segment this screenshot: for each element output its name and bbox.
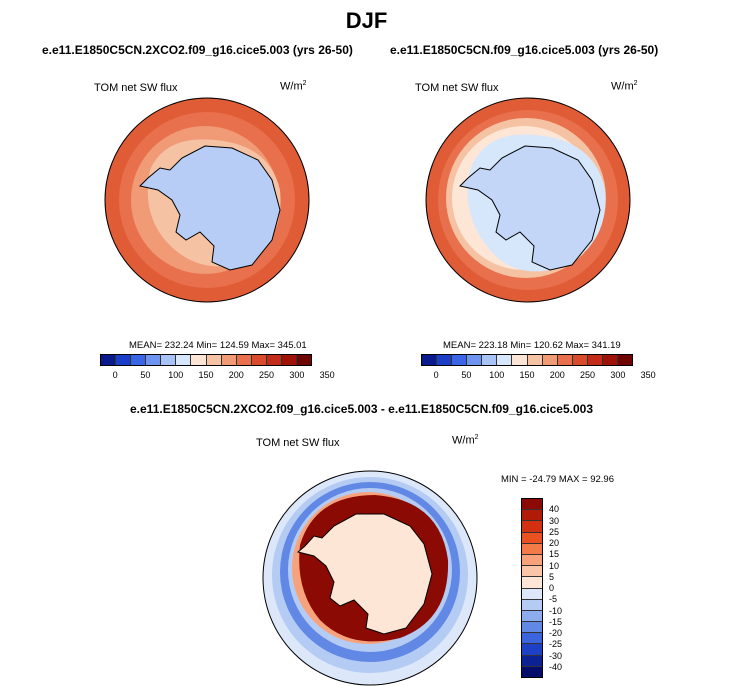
left-colorbar-box bbox=[161, 355, 177, 365]
right-colorbar-tick-label: 250 bbox=[580, 370, 596, 380]
right-colorbar-box bbox=[497, 355, 513, 365]
right-colorbar-box bbox=[557, 355, 573, 365]
diff-colorbar-tick-label: -10 bbox=[549, 605, 563, 616]
right-colorbar-box bbox=[452, 355, 468, 365]
right-colorbar-tick-label: 100 bbox=[489, 370, 505, 380]
right-colorbar-tick-label: 300 bbox=[610, 370, 626, 380]
left-colorbar-box bbox=[146, 355, 162, 365]
diff-colorbar-tick-label: -15 bbox=[549, 616, 563, 627]
right-stats: MEAN= 223.18 Min= 120.62 Max= 341.19 bbox=[443, 340, 621, 351]
diff-colorbar-box bbox=[522, 588, 542, 600]
right-colorbar-box bbox=[512, 355, 528, 365]
diff-colorbar-box bbox=[522, 599, 542, 611]
right-units-label: W/m2 bbox=[611, 80, 638, 93]
diff-colorbar-tick-label: 40 bbox=[549, 504, 560, 515]
diff-colorbar-box bbox=[522, 543, 542, 555]
diff-colorbar-tick-label: -20 bbox=[549, 628, 563, 638]
left-colorbar-tick-label: 250 bbox=[259, 370, 275, 380]
right-colorbar-box bbox=[618, 355, 633, 365]
diff-colorbar-box bbox=[522, 633, 542, 645]
diff-case-title: e.e11.E1850C5CN.2XCO2.f09_g16.cice5.003 … bbox=[130, 402, 593, 416]
diff-colorbar-box bbox=[522, 554, 542, 567]
right-colorbar-tick-label: 200 bbox=[549, 370, 565, 380]
left-antarctica bbox=[139, 145, 281, 271]
diff-colorbar bbox=[521, 498, 543, 678]
diff-colorbar-tick-label: 30 bbox=[549, 515, 560, 526]
diff-colorbar-tick-label: 0 bbox=[549, 583, 555, 593]
left-colorbar-box bbox=[251, 355, 267, 365]
left-colorbar-tick-label: 0 bbox=[112, 370, 118, 380]
left-colorbar-box bbox=[236, 355, 252, 365]
left-colorbar-ticks: 0 50 100 150 200 250 300 350 bbox=[100, 370, 335, 384]
diff-stats: MIN = -24.79 MAX = 92.96 bbox=[501, 474, 615, 485]
left-colorbar-tick-label: 50 bbox=[140, 370, 151, 380]
diff-colorbar-box bbox=[522, 521, 542, 533]
left-colorbar-tick-label: 350 bbox=[319, 370, 335, 380]
diff-variable-label: TOM net SW flux bbox=[256, 437, 340, 449]
left-stats: MEAN= 232.24 Min= 124.59 Max= 345.01 bbox=[129, 340, 307, 351]
right-antarctica bbox=[459, 145, 601, 271]
diff-colorbar-box bbox=[522, 566, 542, 578]
diff-colorbar-box bbox=[522, 655, 542, 667]
diff-colorbar-tick-label: 25 bbox=[549, 526, 560, 537]
diff-colorbar-tick-label: -5 bbox=[549, 594, 558, 605]
diff-colorbar-tick-label: 5 bbox=[549, 571, 555, 582]
diff-units-label: W/m2 bbox=[452, 434, 479, 447]
left-case-title: e.e11.E1850C5CN.2XCO2.f09_g16.cice5.003 … bbox=[42, 43, 353, 57]
left-colorbar-box bbox=[206, 355, 222, 365]
right-colorbar-box bbox=[542, 355, 558, 365]
right-colorbar-tick-label: 150 bbox=[519, 370, 535, 380]
diff-colorbar-tick-label: -25 bbox=[549, 639, 563, 650]
right-colorbar-box bbox=[587, 355, 603, 365]
left-colorbar-box bbox=[116, 355, 132, 365]
right-colorbar-box bbox=[467, 355, 483, 365]
right-colorbar-box bbox=[422, 355, 438, 365]
left-colorbar-box bbox=[266, 355, 282, 365]
right-colorbar bbox=[421, 354, 633, 366]
right-colorbar-box bbox=[527, 355, 543, 365]
left-colorbar-tick-label: 100 bbox=[168, 370, 184, 380]
right-variable-label: TOM net SW flux bbox=[415, 82, 499, 94]
right-colorbar-ticks: 0 50 100 150 200 250 300 350 bbox=[421, 370, 656, 384]
diff-colorbar-box bbox=[522, 622, 542, 634]
diff-colorbar-tick-label: 10 bbox=[549, 560, 560, 571]
diff-colorbar-box bbox=[522, 666, 542, 677]
right-colorbar-tick-label: 0 bbox=[433, 370, 439, 380]
figure-title: DJF bbox=[345, 8, 388, 33]
right-colorbar-box bbox=[572, 355, 588, 365]
diff-colorbar-tick-label: -30 bbox=[549, 650, 563, 661]
left-colorbar-box bbox=[281, 355, 298, 365]
diff-colorbar-tick-label: -40 bbox=[549, 661, 563, 672]
left-colorbar-box bbox=[191, 355, 207, 365]
diff-colorbar-tick-label: 20 bbox=[549, 538, 560, 548]
right-colorbar-tick-label: 350 bbox=[640, 370, 656, 380]
diff-antarctica bbox=[296, 513, 433, 635]
right-colorbar-box bbox=[437, 355, 453, 365]
diff-colorbar-box bbox=[522, 610, 542, 623]
diff-colorbar-box bbox=[522, 577, 542, 589]
right-colorbar-tick-label: 50 bbox=[461, 370, 472, 380]
right-colorbar-box bbox=[482, 355, 498, 365]
left-colorbar-box bbox=[131, 355, 147, 365]
left-colorbar-box bbox=[297, 355, 312, 365]
diff-colorbar-tick-label: 15 bbox=[549, 549, 560, 560]
left-colorbar-tick-label: 150 bbox=[198, 370, 214, 380]
left-colorbar-box bbox=[221, 355, 237, 365]
left-colorbar-box bbox=[101, 355, 117, 365]
left-colorbar-tick-label: 200 bbox=[228, 370, 244, 380]
diff-colorbar-box bbox=[522, 499, 542, 511]
left-colorbar bbox=[100, 354, 312, 366]
left-units-label: W/m2 bbox=[280, 80, 307, 93]
right-case-title: e.e11.E1850C5CN.f09_g16.cice5.003 (yrs 2… bbox=[390, 43, 659, 57]
left-colorbar-tick-label: 300 bbox=[289, 370, 305, 380]
right-colorbar-box bbox=[602, 355, 619, 365]
diff-colorbar-box bbox=[522, 510, 542, 522]
diff-colorbar-box bbox=[522, 532, 542, 544]
left-colorbar-box bbox=[176, 355, 192, 365]
diff-colorbar-box bbox=[522, 644, 542, 656]
left-variable-label: TOM net SW flux bbox=[94, 82, 178, 94]
